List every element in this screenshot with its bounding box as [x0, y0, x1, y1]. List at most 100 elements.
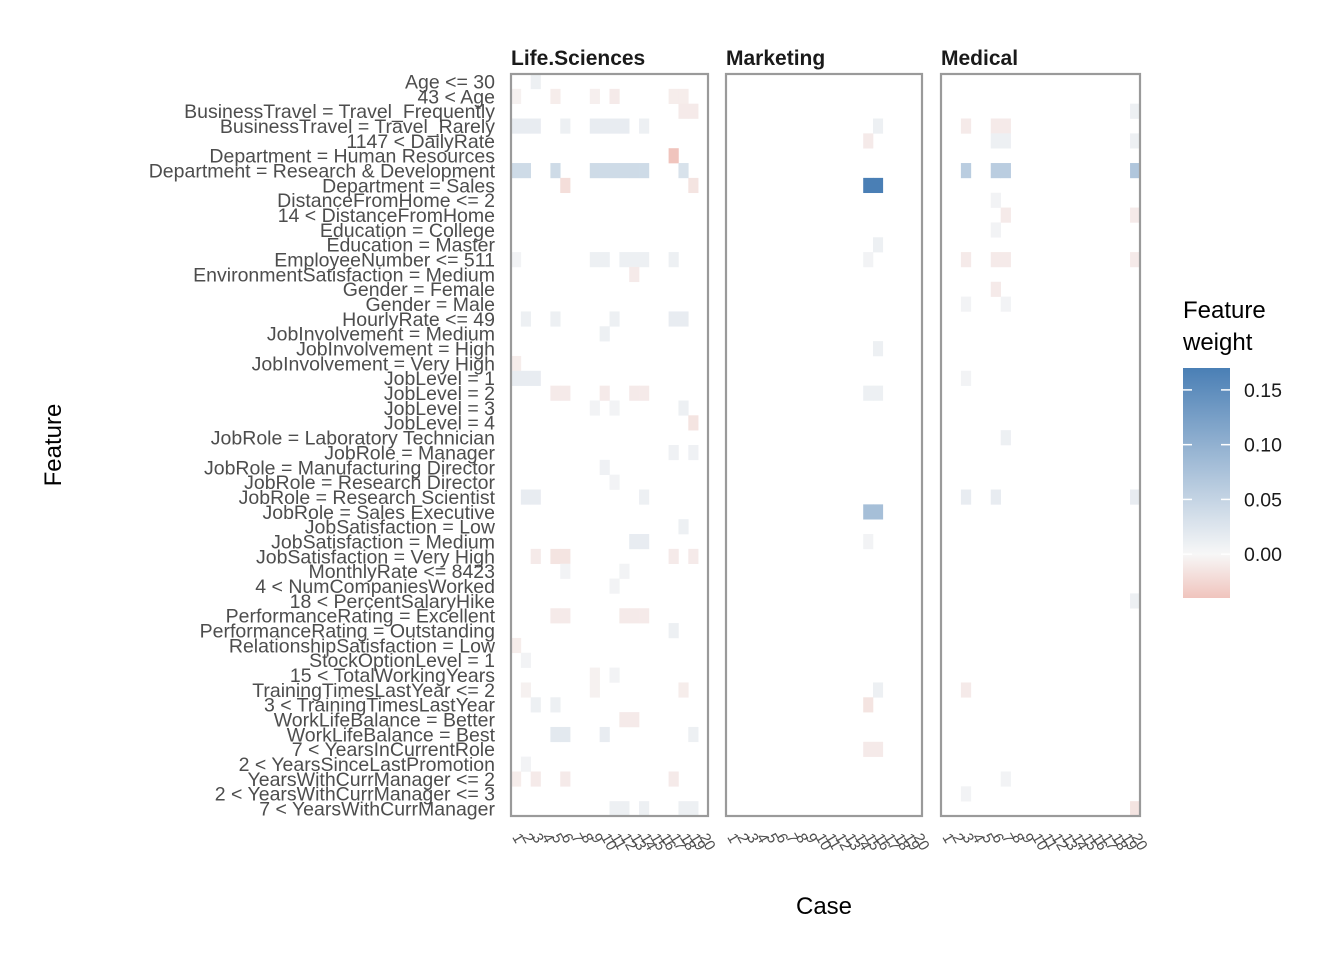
heatmap-cell: [550, 726, 561, 743]
case-tick-label: 19: [686, 831, 709, 854]
heatmap-cell: [530, 489, 541, 505]
heatmap-cell: [550, 311, 561, 327]
heatmap-cell: [609, 400, 620, 416]
case-tick-label: 12: [1048, 831, 1071, 854]
feature-label: 4 < NumCompaniesWorked: [255, 576, 495, 598]
heatmap-cell: [1130, 207, 1141, 223]
heatmap-cell: [609, 311, 620, 327]
case-tick-label: 17: [1098, 831, 1121, 854]
heatmap-cell: [1130, 593, 1141, 609]
heatmap-cell: [599, 726, 610, 743]
case-tick-label: 18: [676, 831, 699, 854]
heatmap-cell: [520, 118, 531, 134]
heatmap-cell: [560, 177, 571, 194]
feature-label: JobLevel = 3: [384, 398, 495, 420]
heatmap-cell: [639, 252, 650, 268]
heatmap-cell: [619, 163, 630, 179]
feature-label: JobInvolvement = Medium: [267, 324, 495, 346]
heatmap-cell: [1130, 133, 1141, 149]
heatmap-cell: [511, 252, 522, 268]
heatmap-cell: [688, 801, 699, 817]
heatmap-cell: [688, 726, 699, 743]
heatmap-cell: [873, 177, 884, 194]
case-tick-label: 18: [1108, 831, 1131, 854]
heatmap-cell: [668, 148, 679, 164]
heatmap-cell: [990, 222, 1001, 238]
heatmap-cell: [639, 118, 650, 134]
facet-title: Marketing: [726, 47, 825, 70]
feature-label: 7 < YearsWithCurrManager: [259, 799, 495, 821]
feature-label: Department = Sales: [322, 175, 495, 197]
case-tick-label: 13: [627, 831, 650, 854]
feature-label: PerformanceRating = Outstanding: [200, 621, 495, 643]
heatmap-cell: [678, 88, 689, 104]
case-tick-label: 13: [841, 831, 864, 854]
y-axis-title: Feature: [40, 404, 67, 487]
heatmap-cell: [668, 445, 679, 461]
feature-label: Department = Human Resources: [209, 146, 495, 168]
case-tick-label: 16: [870, 831, 893, 854]
feature-label: JobInvolvement = Very High: [252, 353, 495, 375]
heatmap-cell: [990, 281, 1001, 297]
feature-label: JobRole = Research Scientist: [239, 487, 496, 509]
heatmap-cell: [678, 400, 689, 416]
heatmap-cell: [960, 682, 972, 698]
heatmap-cell: [520, 311, 531, 327]
heatmap-cell: [863, 133, 874, 149]
heatmap-cell: [589, 252, 600, 268]
heatmap-cell: [520, 370, 531, 386]
heatmap-cell: [678, 103, 689, 119]
heatmap-cell: [990, 489, 1001, 505]
heatmap-cell: [960, 252, 972, 268]
heatmap-cell: [1130, 252, 1141, 268]
heatmap-cell: [639, 489, 650, 505]
heatmap-cell: [589, 682, 600, 698]
heatmap-cell: [530, 118, 541, 134]
feature-label: JobInvolvement = High: [296, 339, 495, 361]
feature-label: Department = Research & Development: [149, 160, 496, 182]
legend-colorbar: [1183, 368, 1230, 598]
panel-frame: [939, 72, 1142, 818]
heatmap-cell: [629, 252, 640, 268]
heatmap-cell: [639, 534, 650, 550]
heatmap-cell: [873, 504, 884, 520]
heatmap-cell: [560, 118, 571, 134]
heatmap-cell: [668, 771, 679, 787]
heatmap-cell: [599, 118, 610, 134]
heatmap-cell: [629, 608, 640, 624]
feature-label: 3 < TrainingTimesLastYear: [264, 695, 496, 717]
heatmap-cell: [1000, 133, 1011, 149]
heatmap-cell: [589, 118, 600, 134]
heatmap-cell: [863, 697, 874, 713]
heatmap-cell: [990, 252, 1001, 268]
case-tick-label: 14: [637, 831, 660, 854]
heatmap-cell: [863, 252, 874, 268]
heatmap-cell: [873, 237, 884, 253]
feature-label: WorkLifeBalance = Best: [287, 724, 496, 746]
case-tick-label: 14: [851, 831, 874, 854]
heatmap-cell: [609, 163, 620, 179]
case-tick-label: 12: [831, 831, 854, 854]
heatmap-cell: [599, 163, 610, 179]
feature-label: Education = Master: [326, 235, 495, 257]
heatmap-cell: [668, 88, 679, 104]
feature-label: JobSatisfaction = Low: [305, 517, 496, 539]
feature-label: JobRole = Manufacturing Director: [204, 457, 496, 479]
heatmap-cell: [511, 370, 522, 386]
heatmap-cell: [599, 459, 610, 475]
case-tick-label: 13: [1058, 831, 1081, 854]
heatmap-cell: [560, 548, 571, 565]
legend-tick-label: 0.10: [1244, 435, 1282, 457]
heatmap-cell: [629, 534, 640, 550]
heatmap-cell: [560, 726, 571, 743]
heatmap-cell: [990, 118, 1001, 134]
heatmap-cell: [863, 385, 874, 401]
feature-label: Gender = Male: [365, 294, 495, 316]
feature-label: EnvironmentSatisfaction = Medium: [193, 264, 495, 286]
heatmap-cell: [520, 682, 531, 698]
feature-label: TrainingTimesLastYear <= 2: [252, 680, 495, 702]
heatmap-cell: [560, 563, 571, 579]
heatmap-cell: [599, 326, 610, 342]
